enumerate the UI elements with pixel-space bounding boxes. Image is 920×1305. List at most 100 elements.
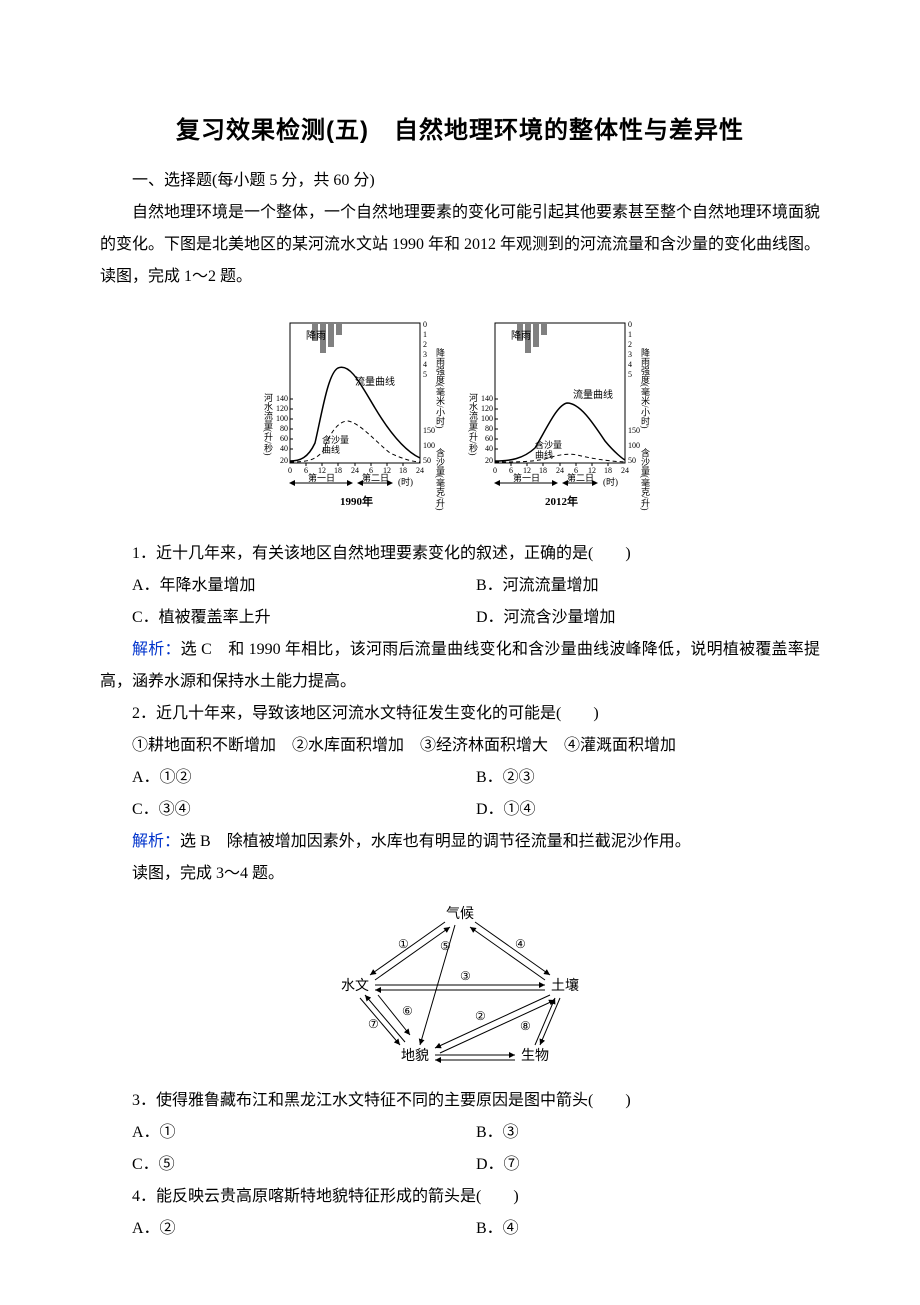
explain-prefix-2: 解析： [132,833,180,850]
q2-opt-a: A．①② [132,762,476,794]
svg-text:18: 18 [539,466,547,475]
q2-opt-d: D．①④ [476,794,820,826]
svg-text:第一日: 第一日 [513,472,540,483]
svg-text:3: 3 [423,350,427,359]
svg-text:0: 0 [423,320,427,329]
q1-row1: A．年降水量增加 B．河流流量增加 [100,570,820,602]
svg-text:含沙量: 含沙量 [535,439,562,450]
svg-text:⑧: ⑧ [520,1019,531,1033]
svg-text:24: 24 [351,466,359,475]
svg-text:3: 3 [628,350,632,359]
svg-text:2012年: 2012年 [545,494,578,508]
svg-text:第一日: 第一日 [308,472,335,483]
svg-text:24: 24 [416,466,424,475]
svg-text:120: 120 [276,404,288,413]
svg-text:24: 24 [556,466,564,475]
svg-text:0: 0 [288,466,292,475]
svg-text:1: 1 [423,330,427,339]
svg-text:5: 5 [628,370,632,379]
svg-text:(时): (时) [603,476,618,487]
q1-opt-a: A．年降水量增加 [132,570,476,602]
svg-text:100: 100 [481,414,493,423]
svg-text:②: ② [475,1009,486,1023]
concept-svg: 气候 水文 土壤 地貌 生物 ① ④ ⑤ ③ ⑦ [310,900,610,1070]
svg-text:⑦: ⑦ [368,1017,379,1031]
rain-label: 降雨 [306,329,326,342]
figure-hydrograph: 20 40 60 80 100 120 140 012 [100,303,820,528]
svg-text:100: 100 [423,441,435,450]
q1-row2: C．植被覆盖率上升 D．河流含沙量增加 [100,602,820,634]
explain-body: 选 C 和 1990 年相比，该河雨后流量曲线变化和含沙量曲线波峰降低，说明植被… [100,641,820,690]
svg-text:100: 100 [276,414,288,423]
q4-opt-a: A．② [132,1213,476,1245]
q3-row2: C．⑤ D．⑦ [100,1149,820,1181]
q4-stem: 4．能反映云贵高原喀斯特地貌特征形成的箭头是( ) [100,1181,820,1213]
page-title: 复习效果检测(五) 自然地理环境的整体性与差异性 [100,110,820,145]
svg-text:(时): (时) [398,476,413,487]
q2-stem: 2．近几十年来，导致该地区河流水文特征发生变化的可能是( ) [100,698,820,730]
svg-text:含沙量: 含沙量 [322,434,349,445]
svg-text:⑥: ⑥ [402,1004,413,1018]
svg-text:降雨: 降雨 [511,329,531,342]
node-hydro: 水文 [341,978,369,994]
svg-text:60: 60 [485,434,493,443]
q3-stem: 3．使得雅鲁藏布江和黑龙江水文特征不同的主要原因是图中箭头( ) [100,1085,820,1117]
svg-text:①: ① [398,937,409,951]
svg-text:50: 50 [628,456,636,465]
svg-text:5: 5 [423,370,427,379]
read-fig2: 读图，完成 3～4 题。 [100,858,820,890]
intro-paragraph: 自然地理环境是一个整体，一个自然地理要素的变化可能引起其他要素甚至整个自然地理环… [100,197,820,293]
figure-concept-diagram: 气候 水文 土壤 地貌 生物 ① ④ ⑤ ③ ⑦ [100,900,820,1075]
q2-sub: ①耕地面积不断增加 ②水库面积增加 ③经济林面积增大 ④灌溉面积增加 [100,730,820,762]
svg-text:4: 4 [628,360,632,369]
q4-opt-b: B．④ [476,1213,820,1245]
svg-text:150: 150 [628,426,640,435]
page: 复习效果检测(五) 自然地理环境的整体性与差异性 一、选择题(每小题 5 分，共… [0,0,920,1305]
q3-opt-a: A．① [132,1117,476,1149]
q3-opt-c: C．⑤ [132,1149,476,1181]
svg-text:含沙量(毫克/升): 含沙量(毫克/升) [435,447,445,511]
q4-row1: A．② B．④ [100,1213,820,1245]
svg-text:0: 0 [493,466,497,475]
q1-explain: 解析：选 C 和 1990 年相比，该河雨后流量曲线变化和含沙量曲线波峰降低，说… [100,634,820,698]
svg-text:4: 4 [423,360,427,369]
svg-text:2: 2 [423,340,427,349]
svg-text:18: 18 [604,466,612,475]
svg-text:18: 18 [399,466,407,475]
section-header: 一、选择题(每小题 5 分，共 60 分) [100,165,820,197]
q3-row1: A．① B．③ [100,1117,820,1149]
svg-text:河水流量(升/秒): 河水流量(升/秒) [468,392,478,456]
node-bio: 生物 [521,1048,549,1064]
q1-stem: 1．近十几年来，有关该地区自然地理要素变化的叙述，正确的是( ) [100,538,820,570]
svg-text:第二日: 第二日 [567,472,594,483]
svg-text:降雨强度(毫米/小时): 降雨强度(毫米/小时) [640,347,650,429]
svg-text:流量曲线: 流量曲线 [355,375,395,388]
svg-text:80: 80 [485,424,493,433]
svg-text:120: 120 [481,404,493,413]
explain-body-2: 选 B 除植被增加因素外，水库也有明显的调节径流量和拦截泥沙作用。 [180,833,691,850]
svg-text:第二日: 第二日 [362,472,389,483]
hydrograph-svg: 20 40 60 80 100 120 140 012 [250,303,670,523]
q3-opt-b: B．③ [476,1117,820,1149]
q2-explain: 解析：选 B 除植被增加因素外，水库也有明显的调节径流量和拦截泥沙作用。 [100,826,820,858]
svg-text:④: ④ [515,937,526,951]
q2-row1: A．①② B．②③ [100,762,820,794]
q2-opt-c: C．③④ [132,794,476,826]
svg-text:40: 40 [485,444,493,453]
svg-text:③: ③ [460,969,471,983]
svg-text:24: 24 [621,466,629,475]
svg-text:20: 20 [485,456,493,465]
svg-text:140: 140 [276,394,288,403]
svg-text:100: 100 [628,441,640,450]
q1-opt-b: B．河流流量增加 [476,570,820,602]
explain-prefix: 解析： [132,641,181,658]
svg-text:50: 50 [423,456,431,465]
svg-text:18: 18 [334,466,342,475]
svg-text:2: 2 [628,340,632,349]
svg-text:20: 20 [280,456,288,465]
node-landform: 地貌 [401,1048,429,1064]
svg-text:曲线: 曲线 [535,449,553,460]
q1-opt-c: C．植被覆盖率上升 [132,602,476,634]
svg-text:河水流量(升/秒): 河水流量(升/秒) [263,392,273,456]
svg-text:1990年: 1990年 [340,494,373,508]
